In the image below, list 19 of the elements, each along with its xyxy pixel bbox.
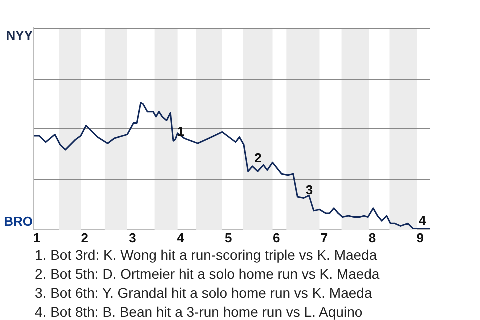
x-tick-label: 3 [129,230,136,246]
x-tick-label: 8 [368,230,376,246]
x-tick-label: 4 [177,230,186,246]
annotation: 4 [419,212,428,228]
annotation: 2 [254,150,262,166]
annotation: 1 [177,124,185,139]
x-tick-label: 6 [272,230,280,246]
x-tick-label: 5 [225,230,232,246]
annotation: 3 [306,182,314,198]
text: BRO [4,214,33,230]
x-tick-label: 1 [33,230,40,246]
x-tick-label: 2 [81,230,88,246]
text: 1. Bot 3rd: K. Wong hit a run-scoring triple vs K. Maeda [35,246,378,265]
x-tick-label: 9 [416,230,424,246]
x-tick-label: 7 [320,230,328,246]
text: 4. Bot 8th: B. Bean hit a 3-run home run vs L. Aquino [35,303,364,320]
text: 2. Bot 5th: D. Ortmeier hit a solo home run vs K. Maeda [35,265,380,284]
text: 3. Bot 6th: Y. Grandal hit a solo home run vs K. Maeda [35,284,374,303]
text: NYY [6,28,34,44]
